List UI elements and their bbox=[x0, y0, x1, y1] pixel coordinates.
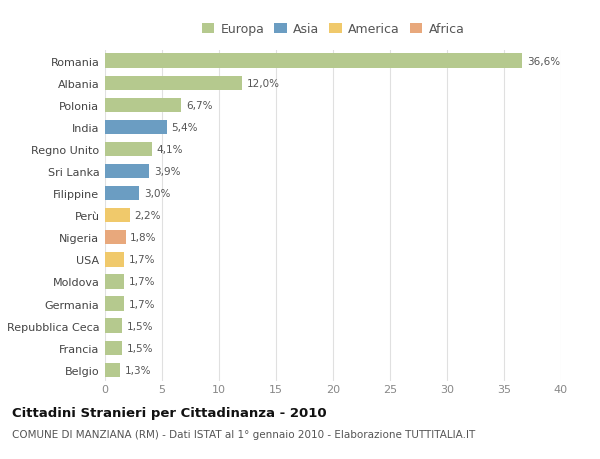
Bar bbox=[105, 120, 167, 135]
Bar bbox=[105, 274, 124, 289]
Bar bbox=[105, 208, 130, 223]
Bar bbox=[105, 142, 152, 157]
Bar bbox=[105, 341, 122, 355]
Text: 5,4%: 5,4% bbox=[171, 123, 197, 133]
Bar bbox=[105, 76, 242, 91]
Text: Cittadini Stranieri per Cittadinanza - 2010: Cittadini Stranieri per Cittadinanza - 2… bbox=[12, 406, 326, 419]
Text: 6,7%: 6,7% bbox=[186, 101, 212, 111]
Text: 12,0%: 12,0% bbox=[247, 78, 280, 89]
Text: 36,6%: 36,6% bbox=[527, 56, 560, 67]
Legend: Europa, Asia, America, Africa: Europa, Asia, America, Africa bbox=[197, 18, 469, 41]
Bar bbox=[105, 230, 125, 245]
Text: 3,0%: 3,0% bbox=[144, 189, 170, 199]
Bar bbox=[105, 319, 122, 333]
Text: 1,5%: 1,5% bbox=[127, 343, 153, 353]
Text: 1,5%: 1,5% bbox=[127, 321, 153, 331]
Text: COMUNE DI MANZIANA (RM) - Dati ISTAT al 1° gennaio 2010 - Elaborazione TUTTITALI: COMUNE DI MANZIANA (RM) - Dati ISTAT al … bbox=[12, 429, 475, 439]
Bar bbox=[105, 54, 522, 69]
Text: 2,2%: 2,2% bbox=[134, 211, 161, 221]
Bar bbox=[105, 98, 181, 113]
Text: 4,1%: 4,1% bbox=[156, 145, 183, 155]
Text: 3,9%: 3,9% bbox=[154, 167, 181, 177]
Bar bbox=[105, 363, 120, 377]
Text: 1,7%: 1,7% bbox=[129, 299, 155, 309]
Text: 1,7%: 1,7% bbox=[129, 255, 155, 265]
Bar bbox=[105, 297, 124, 311]
Text: 1,8%: 1,8% bbox=[130, 233, 157, 243]
Text: 1,7%: 1,7% bbox=[129, 277, 155, 287]
Bar bbox=[105, 252, 124, 267]
Text: 1,3%: 1,3% bbox=[124, 365, 151, 375]
Bar bbox=[105, 164, 149, 179]
Bar bbox=[105, 186, 139, 201]
